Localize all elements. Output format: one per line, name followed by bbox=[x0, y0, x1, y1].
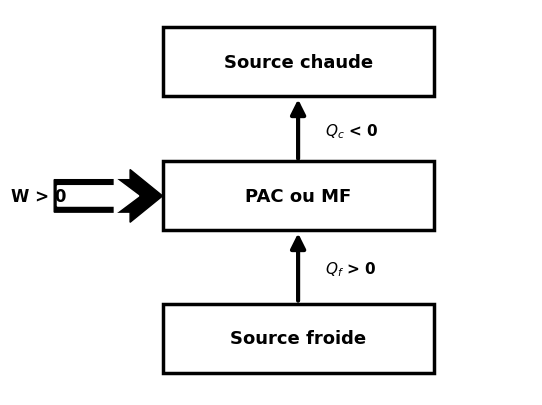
FancyBboxPatch shape bbox=[163, 28, 434, 97]
FancyArrow shape bbox=[57, 178, 139, 215]
FancyArrow shape bbox=[54, 170, 163, 223]
FancyBboxPatch shape bbox=[163, 162, 434, 231]
Text: PAC ou MF: PAC ou MF bbox=[245, 188, 351, 205]
Text: $Q_{c}$ < 0: $Q_{c}$ < 0 bbox=[325, 122, 379, 141]
FancyBboxPatch shape bbox=[163, 304, 434, 373]
Text: Source froide: Source froide bbox=[230, 329, 366, 347]
Text: $Q_{f}$ > 0: $Q_{f}$ > 0 bbox=[325, 260, 377, 279]
Text: Source chaude: Source chaude bbox=[223, 54, 373, 72]
Text: W > 0: W > 0 bbox=[11, 188, 66, 205]
